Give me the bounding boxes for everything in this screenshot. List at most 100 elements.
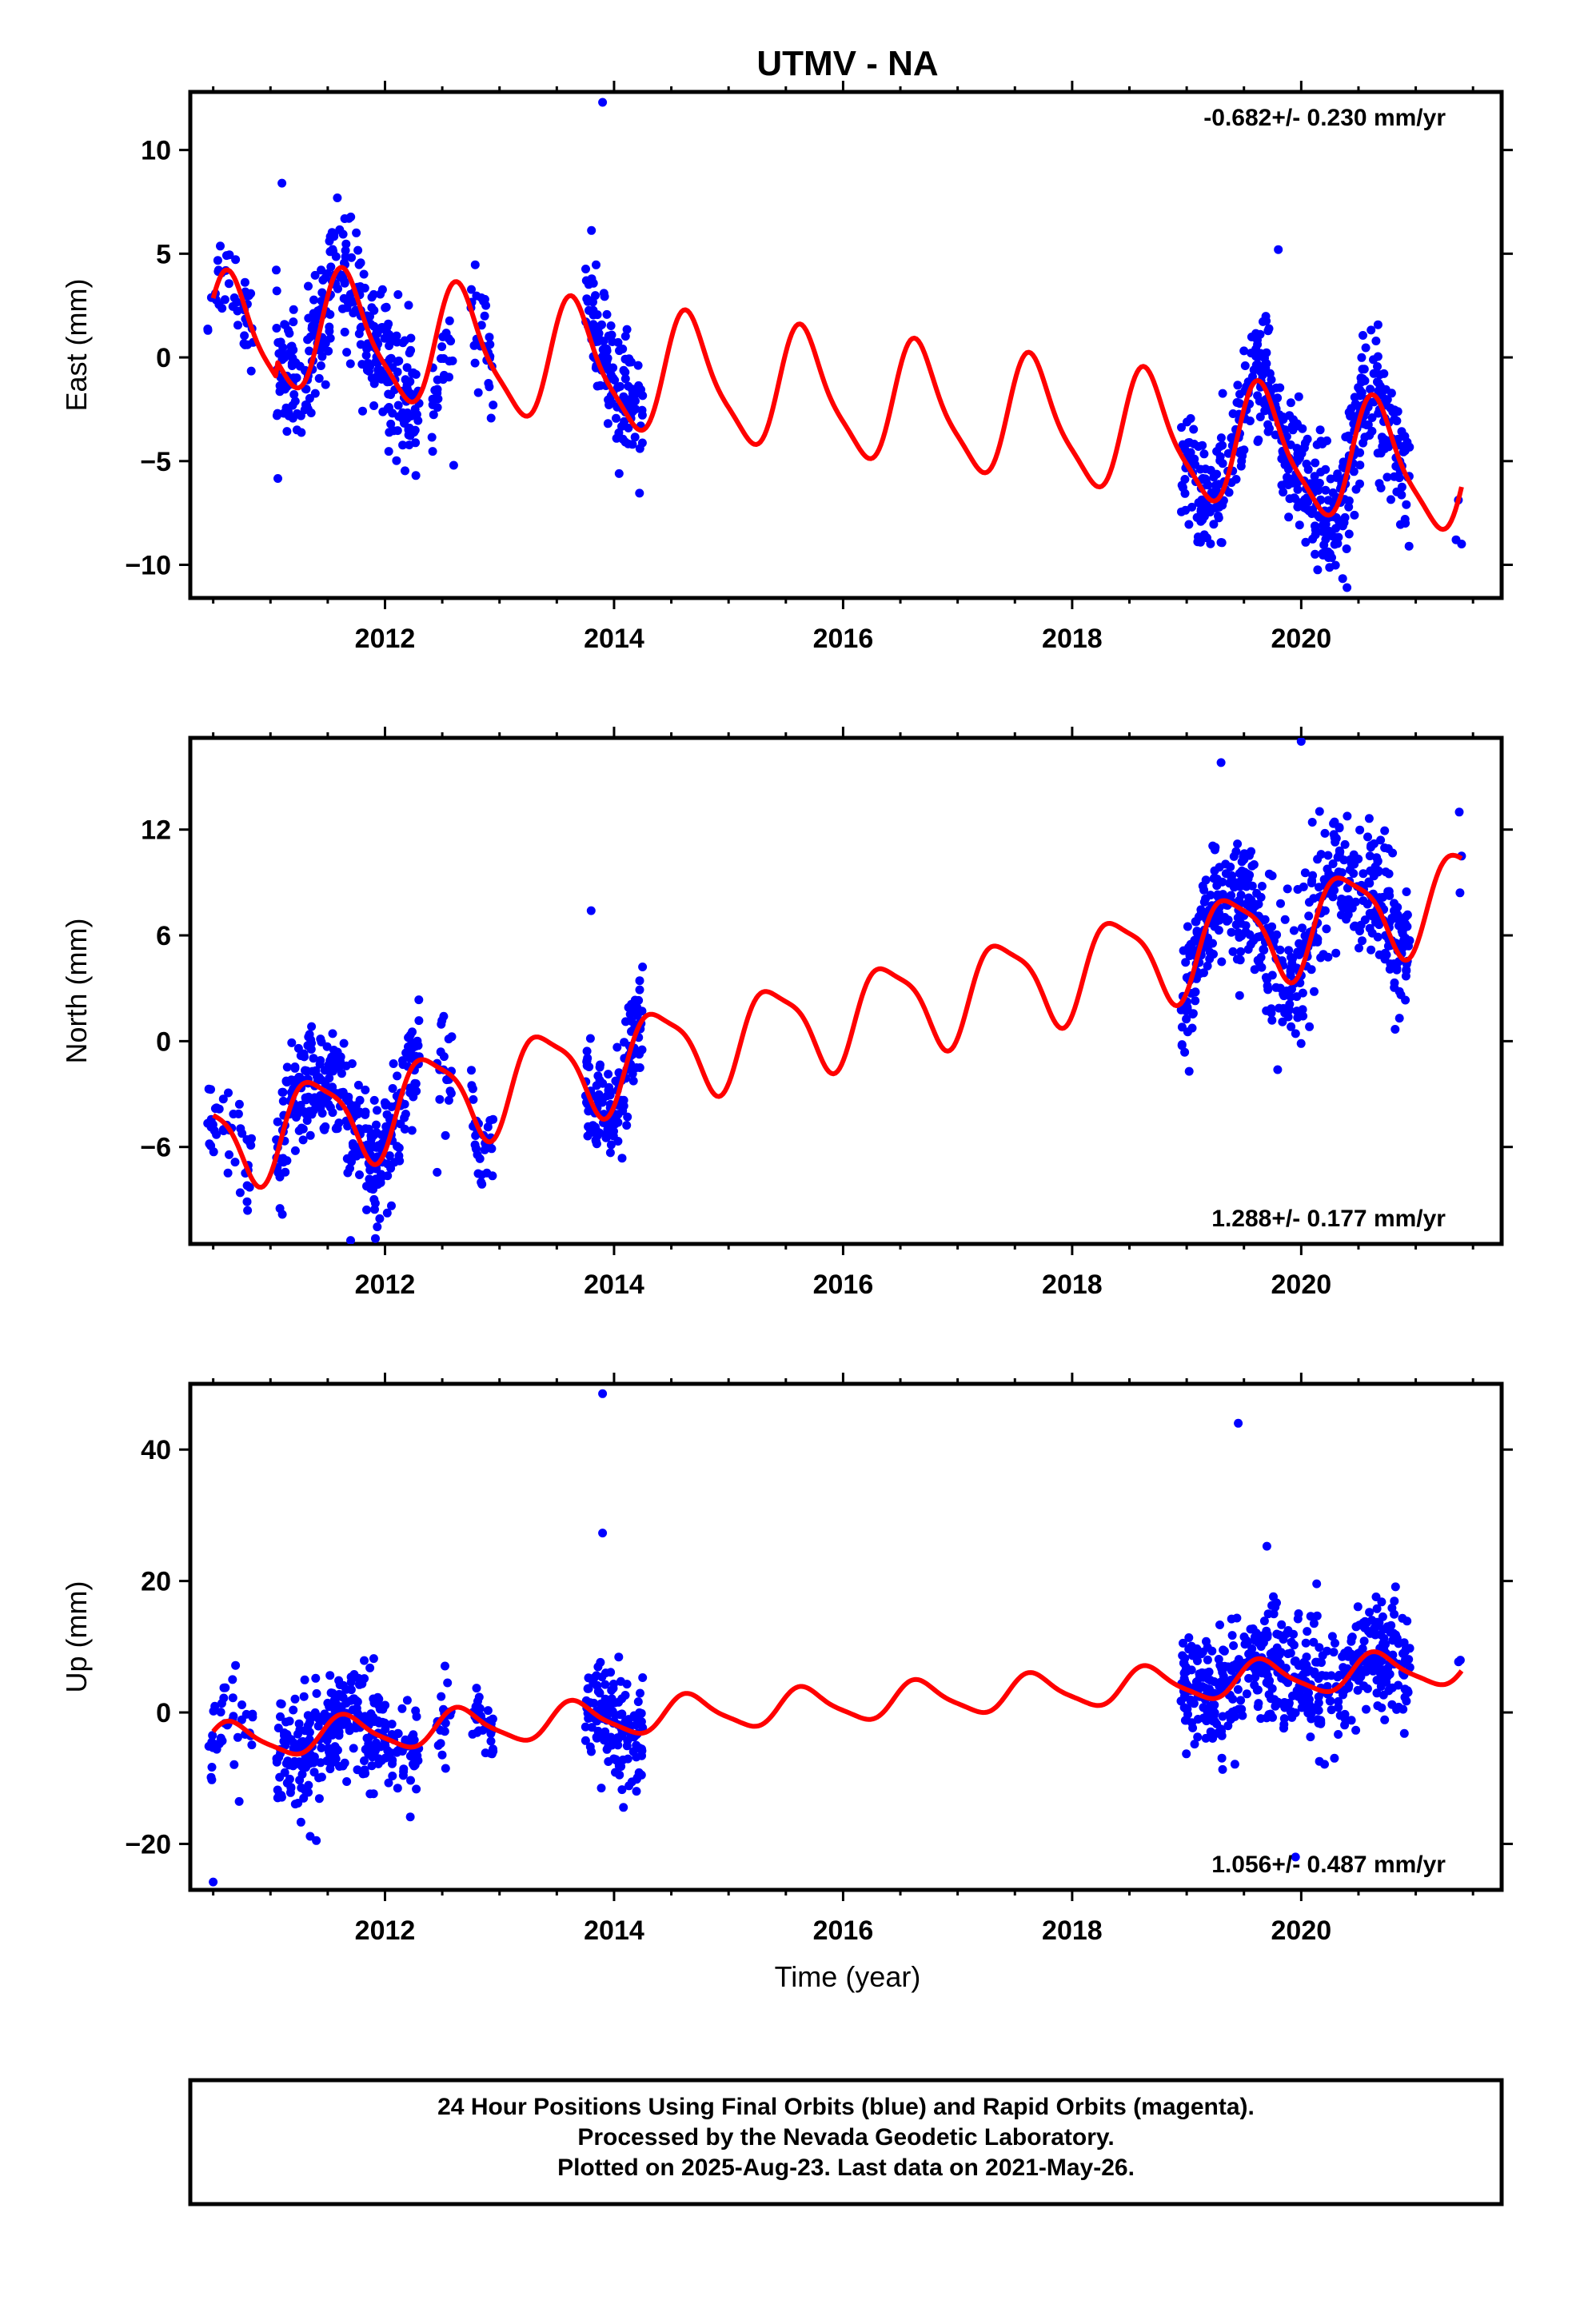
up-data-point [207, 1775, 217, 1784]
north-data-point [596, 1060, 604, 1070]
up-data-point [290, 1694, 300, 1704]
up-y-tick-label: −20 [125, 1829, 171, 1860]
east-data-point [1315, 425, 1325, 435]
north-data-point [318, 1094, 328, 1104]
up-data-point [1353, 1602, 1363, 1612]
up-data-point [635, 1708, 644, 1717]
north-data-point [469, 1094, 478, 1104]
east-data-point [216, 241, 225, 251]
north-data-point [1179, 946, 1188, 955]
east-data-point [1185, 438, 1194, 447]
north-data-point [328, 1029, 337, 1038]
north-y-tick-label: 6 [156, 921, 171, 951]
north-data-point [1298, 988, 1307, 998]
north-data-point [1304, 911, 1314, 921]
east-data-point [1399, 432, 1409, 441]
north-data-point [444, 1095, 453, 1105]
north-x-tick-label: 2018 [1042, 1270, 1103, 1300]
up-data-point [372, 1738, 381, 1748]
north-data-point [278, 1096, 288, 1106]
north-x-tick-label: 2020 [1271, 1270, 1332, 1300]
east-data-point [404, 301, 413, 310]
up-data-point [617, 1785, 627, 1795]
east-model-curve [210, 265, 1464, 532]
up-data-point [293, 1799, 303, 1808]
up-data-point [300, 1675, 309, 1684]
up-data-point [309, 1711, 319, 1720]
up-data-point [1210, 1708, 1219, 1717]
north-data-point [353, 1080, 363, 1090]
east-data-point [1199, 449, 1209, 459]
north-data-point [604, 1086, 613, 1095]
east-data-point [323, 269, 332, 278]
north-data-point [1289, 926, 1299, 935]
north-data-point [1273, 1065, 1283, 1074]
east-data-point [1339, 518, 1349, 528]
up-data-point [1306, 1612, 1315, 1621]
north-y-tick-label: −6 [140, 1133, 171, 1163]
east-data-point [317, 344, 327, 353]
up-rate-label: 1.056+/- 0.487 mm/yr [1211, 1852, 1446, 1878]
east-data-point [1359, 438, 1368, 448]
north-data-point [1267, 871, 1277, 880]
up-data-point [619, 1803, 628, 1812]
north-data-point [441, 1130, 450, 1140]
north-data-point [293, 1043, 303, 1053]
east-data-point [622, 325, 632, 334]
up-data-point [1372, 1604, 1382, 1613]
north-data-point [1334, 867, 1343, 877]
east-data-point [1253, 350, 1263, 360]
up-data-point [402, 1696, 412, 1705]
east-data-point [448, 356, 457, 365]
east-data-point [602, 309, 612, 319]
north-data-point [1355, 927, 1364, 935]
east-data-point [409, 368, 418, 377]
north-data-point [291, 1102, 301, 1112]
north-data-point [281, 1167, 290, 1177]
up-data-point [1353, 1685, 1363, 1695]
up-outlier-point [1291, 1852, 1300, 1862]
east-plot-frame [188, 90, 1504, 600]
east-data-point [1316, 495, 1326, 504]
up-data-point [1226, 1715, 1235, 1724]
east-data-point [1212, 447, 1222, 456]
north-data-point [290, 1063, 300, 1073]
up-data-point [1386, 1620, 1396, 1630]
east-data-point [313, 312, 321, 321]
up-data-point [1266, 1649, 1275, 1659]
north-data-point [1390, 899, 1398, 908]
east-data-point [1286, 440, 1295, 449]
up-data-point [317, 1743, 326, 1752]
up-plot-frame [188, 1381, 1504, 1892]
north-data-point [1305, 1022, 1315, 1031]
east-data-point [1198, 440, 1207, 450]
east-data-point [358, 406, 367, 416]
up-data-point [1359, 1636, 1369, 1646]
east-data-point [631, 397, 640, 406]
east-data-point [325, 333, 335, 343]
east-data-point [293, 409, 302, 418]
east-data-point [289, 390, 299, 399]
east-data-point [1366, 385, 1375, 394]
up-data-point [346, 1672, 356, 1682]
north-data-point [338, 1087, 348, 1097]
up-data-point [305, 1832, 315, 1841]
east-data-point [1312, 440, 1322, 449]
north-data-point [619, 1095, 628, 1105]
east-data-point [345, 359, 355, 369]
up-data-point [285, 1788, 295, 1797]
up-data-point [412, 1784, 421, 1794]
north-data-point [1276, 899, 1285, 908]
north-data-point [383, 1171, 393, 1181]
north-data-point [1236, 947, 1246, 956]
up-data-point [316, 1758, 325, 1768]
east-data-point [240, 340, 249, 349]
east-data-point [360, 283, 369, 293]
north-data-point [403, 1049, 413, 1058]
north-data-point [242, 1181, 252, 1190]
north-data-point [1240, 867, 1250, 877]
north-data-point [1390, 978, 1399, 987]
up-data-point [1195, 1673, 1204, 1683]
up-data-point [1273, 1697, 1283, 1707]
up-data-point [1242, 1636, 1251, 1645]
